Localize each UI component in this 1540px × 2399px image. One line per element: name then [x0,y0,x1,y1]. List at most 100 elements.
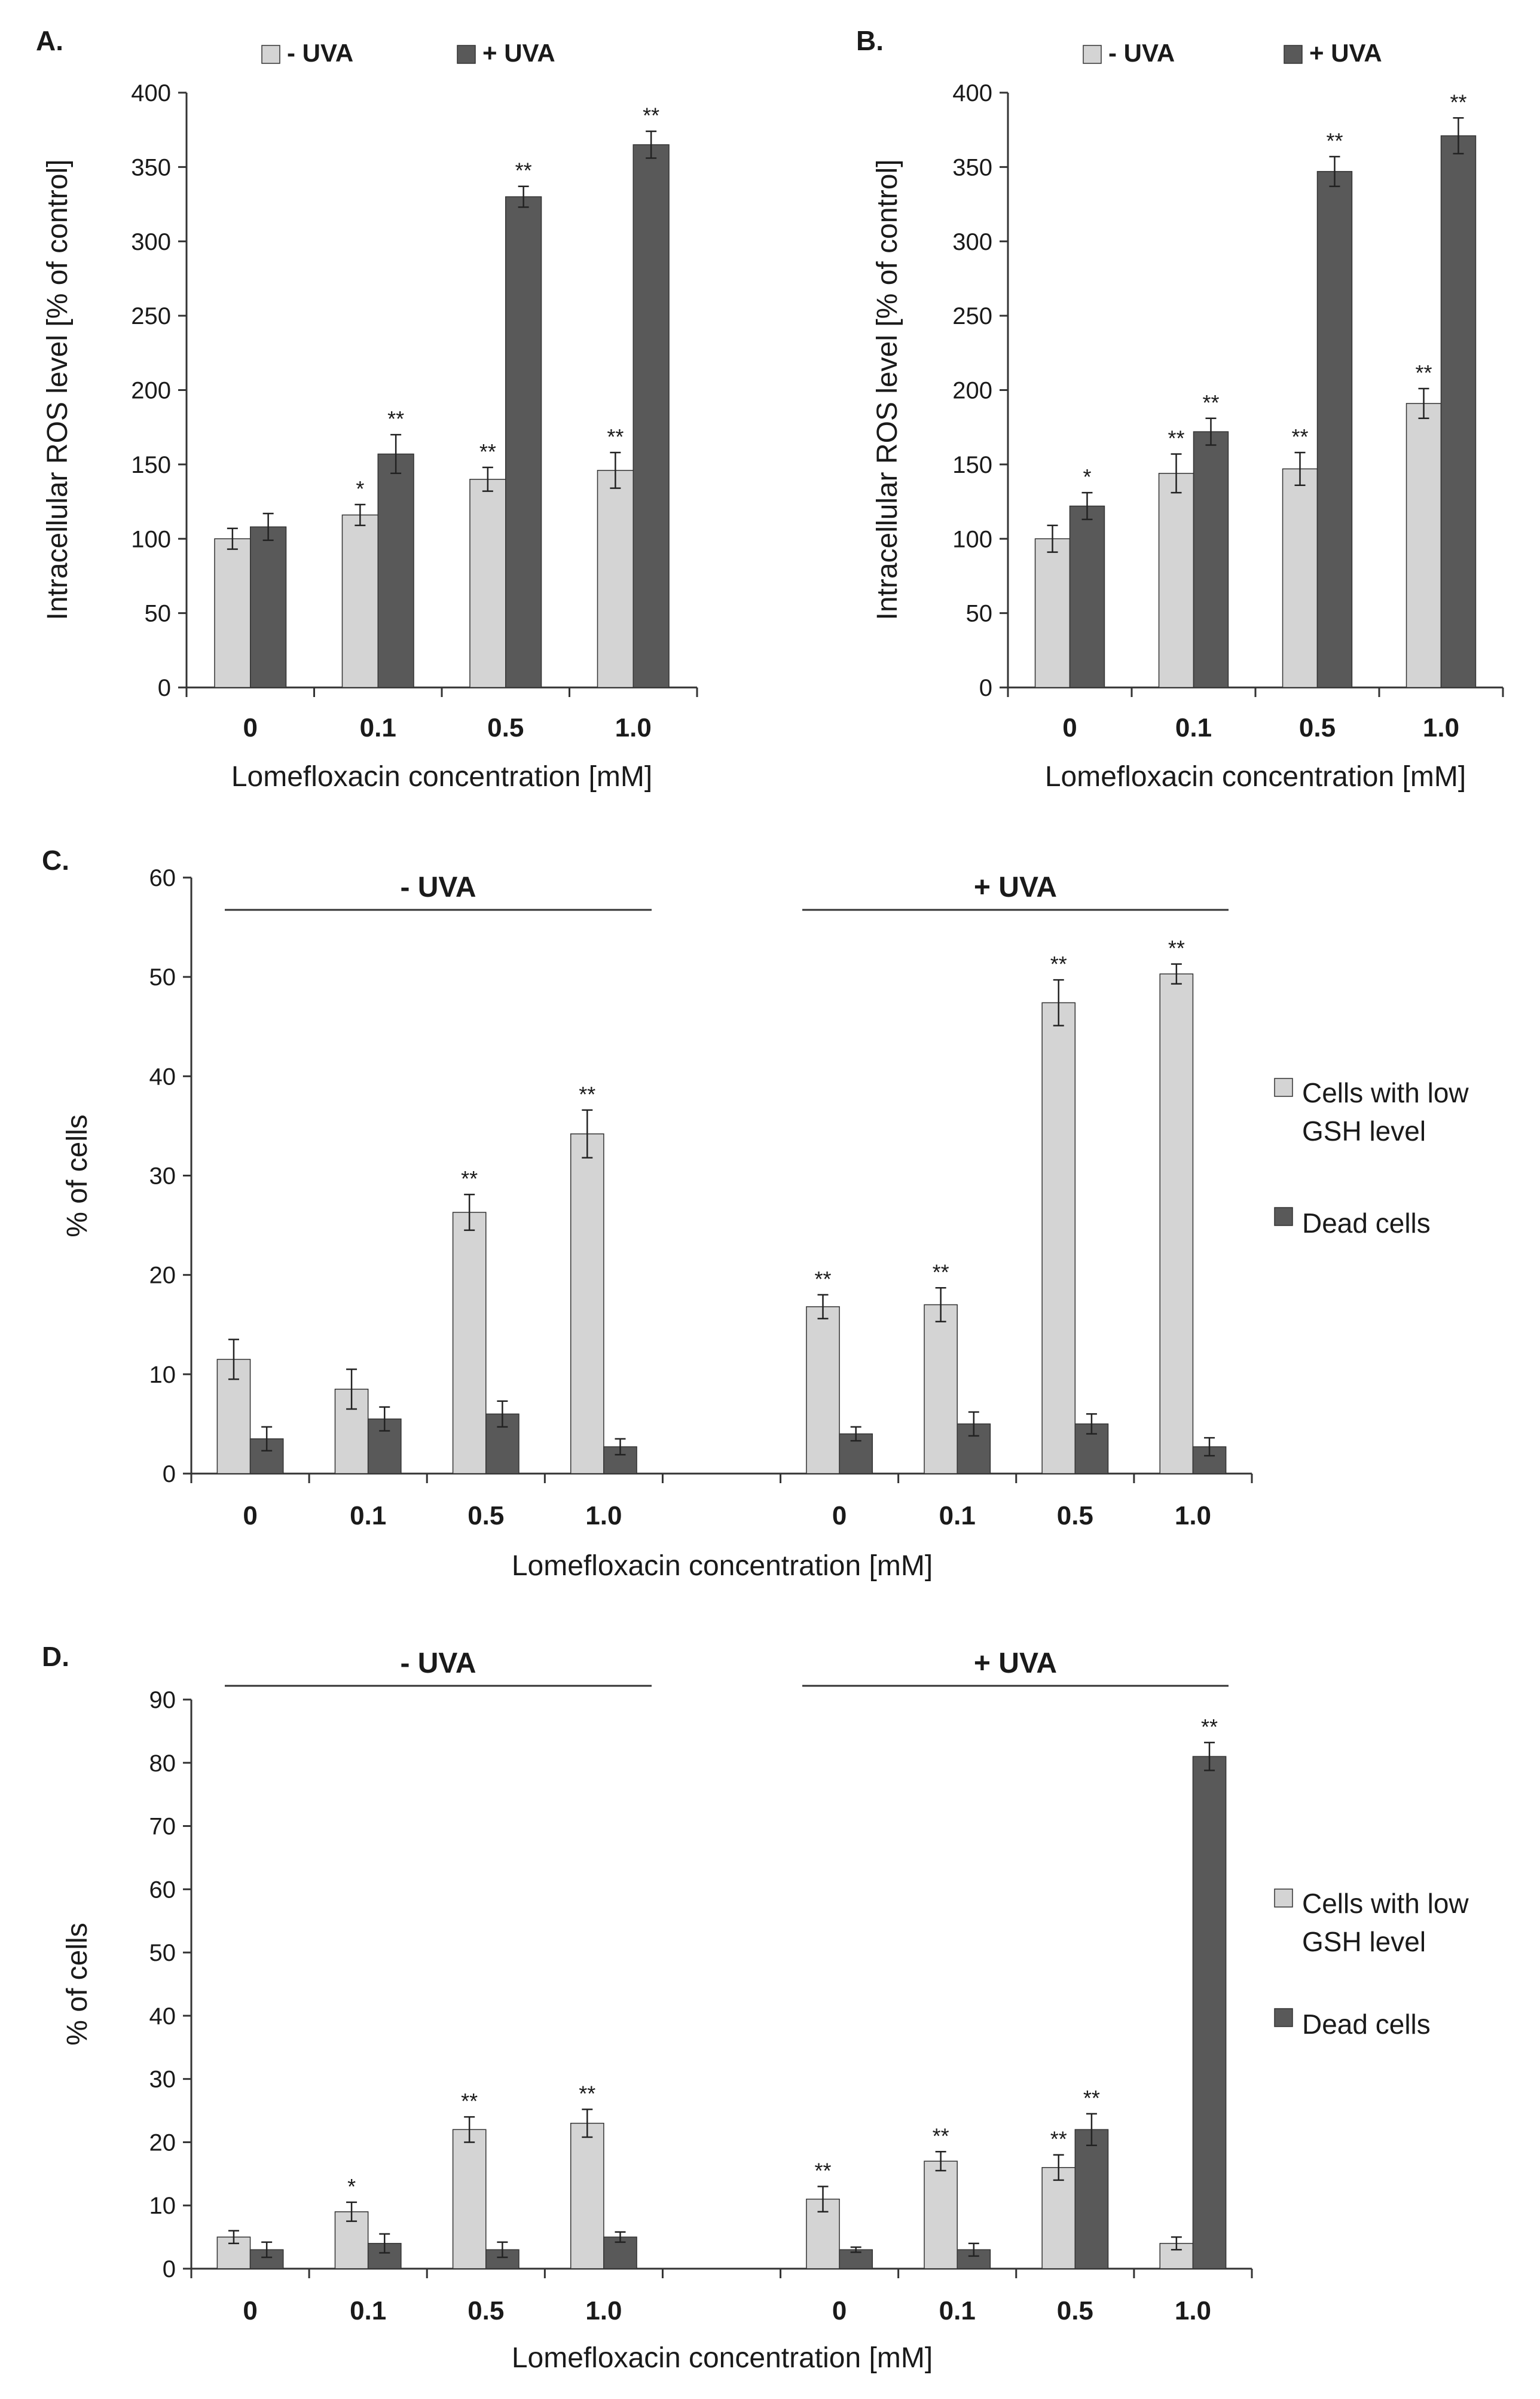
significance-label: ** [607,424,624,449]
bar-series1 [469,479,506,688]
legend-swatch [1274,1207,1293,1226]
y-tick-label: 0 [163,2256,176,2282]
significance-label: ** [643,103,659,128]
y-tick-label: 350 [952,154,992,181]
x-axis-title: Lomefloxacin concentration [mM] [512,1550,933,1582]
x-category-label: 0.1 [350,1501,386,1530]
x-category-label: 1.0 [1423,713,1459,742]
significance-label: ** [515,158,532,183]
chart-panel-b: B. 0 50 100 150 200 250 300 350 400 0 * 0.1 ** ** 0.5 **… [856,25,1504,793]
bar-series1 [452,1212,487,1474]
bar-series1 [1405,403,1442,688]
significance-label: ** [461,2089,478,2113]
significance-label: * [356,476,364,501]
y-tick-label: 20 [149,2129,176,2156]
y-tick-label: 150 [952,452,992,478]
x-axis-title: Lomefloxacin concentration [mM] [1045,761,1466,793]
chart-panel-d: D. 0 10 20 30 40 50 60 70 80 90 0 0.1 * 0.5 ** 1.0 ** 0 ** 0… [42,1641,1469,2374]
legend: - UVA + UVA [261,39,555,67]
bar-series2 [603,1446,637,1474]
bar-series1 [1282,468,1318,688]
significance-label: ** [1168,936,1185,961]
bar-series1 [924,1304,958,1474]
significance-label: ** [814,1267,831,1291]
legend-swatch [261,45,280,64]
y-tick-label: 50 [145,601,172,627]
x-category-label: 0 [243,713,258,742]
y-tick-label: 200 [131,378,171,404]
legend-label: + UVA [482,39,555,67]
y-tick-label: 50 [149,1940,176,1966]
group-label: - UVA [400,1648,476,1679]
x-category-label: 0.5 [487,713,524,742]
y-tick-label: 0 [158,675,171,701]
x-category-label: 0 [1062,713,1077,742]
x-category-label: 0.5 [468,2296,504,2325]
bar-series1 [1034,538,1071,688]
legend-label: GSH level [1302,1926,1426,1957]
legend-label: Dead cells [1302,1208,1431,1239]
significance-label: ** [1292,424,1309,449]
bar-series1 [806,1306,840,1474]
bar-series2 [1074,2129,1109,2269]
significance-label: ** [1202,390,1219,415]
x-category-label: 1.0 [1175,1501,1211,1530]
significance-label: ** [933,1260,949,1284]
y-tick-label: 10 [149,1362,176,1388]
y-axis-title: % of cells [62,1114,93,1237]
x-category-label: 0.1 [360,713,396,742]
y-axis-title: Intracellular ROS level [% of control] [872,160,903,621]
y-tick-label: 10 [149,2193,176,2219]
bar-series2 [505,196,542,688]
legend-label: Cells with low [1302,1077,1469,1108]
legend-label: Dead cells [1302,2009,1431,2040]
legend-swatch [1083,45,1102,64]
bar-series1 [452,2129,487,2269]
y-tick-label: 400 [952,80,992,106]
significance-label: ** [1201,1715,1218,1739]
x-category-label: 0 [832,2296,847,2325]
group-label: + UVA [974,1648,1057,1679]
y-tick-label: 0 [163,1461,176,1487]
y-tick-label: 50 [966,601,993,627]
legend-swatch [1274,1078,1293,1097]
x-category-label: 0.5 [468,1501,504,1530]
bar-series1 [597,470,634,688]
y-tick-label: 300 [952,229,992,255]
y-tick-label: 30 [149,2067,176,2093]
y-tick-label: 200 [952,378,992,404]
chart-panel-c: C. 0 10 20 30 40 50 60 0 0.1 0.5 ** 1.0 ** 0 ** 0.1 ** 0.5… [42,845,1469,1582]
y-tick-label: 20 [149,1263,176,1289]
x-category-label: 0 [243,1501,257,1530]
panel-letter: C. [42,845,69,876]
significance-label: ** [1326,129,1343,153]
significance-label: ** [1050,952,1067,976]
group-label: + UVA [974,872,1057,903]
legend-label: Cells with low [1302,1888,1469,1919]
y-tick-label: 60 [149,865,176,891]
y-tick-label: 100 [952,526,992,552]
legend-swatch [1274,2008,1293,2027]
legend: - UVA + UVA [1083,39,1382,67]
significance-label: ** [1416,360,1432,385]
bar-series2 [1440,135,1477,688]
bar-series1 [1041,1002,1076,1474]
x-category-label: 0.5 [1057,2296,1093,2325]
significance-label: ** [479,439,496,464]
significance-label: ** [579,1082,595,1107]
bar-series2 [1192,1756,1227,2269]
y-tick-label: 40 [149,2003,176,2030]
y-tick-label: 40 [149,1063,176,1090]
panel-letter: B. [856,25,884,56]
bar-series2 [1193,431,1229,688]
x-category-label: 0 [243,2296,257,2325]
bar-series2 [1316,171,1353,688]
bar-series1 [1159,973,1194,1474]
y-tick-label: 50 [149,964,176,991]
x-category-label: 0.1 [939,1501,976,1530]
legend-swatch [1274,1888,1293,1908]
x-category-label: 1.0 [1175,2296,1211,2325]
x-category-label: 1.0 [615,713,652,742]
